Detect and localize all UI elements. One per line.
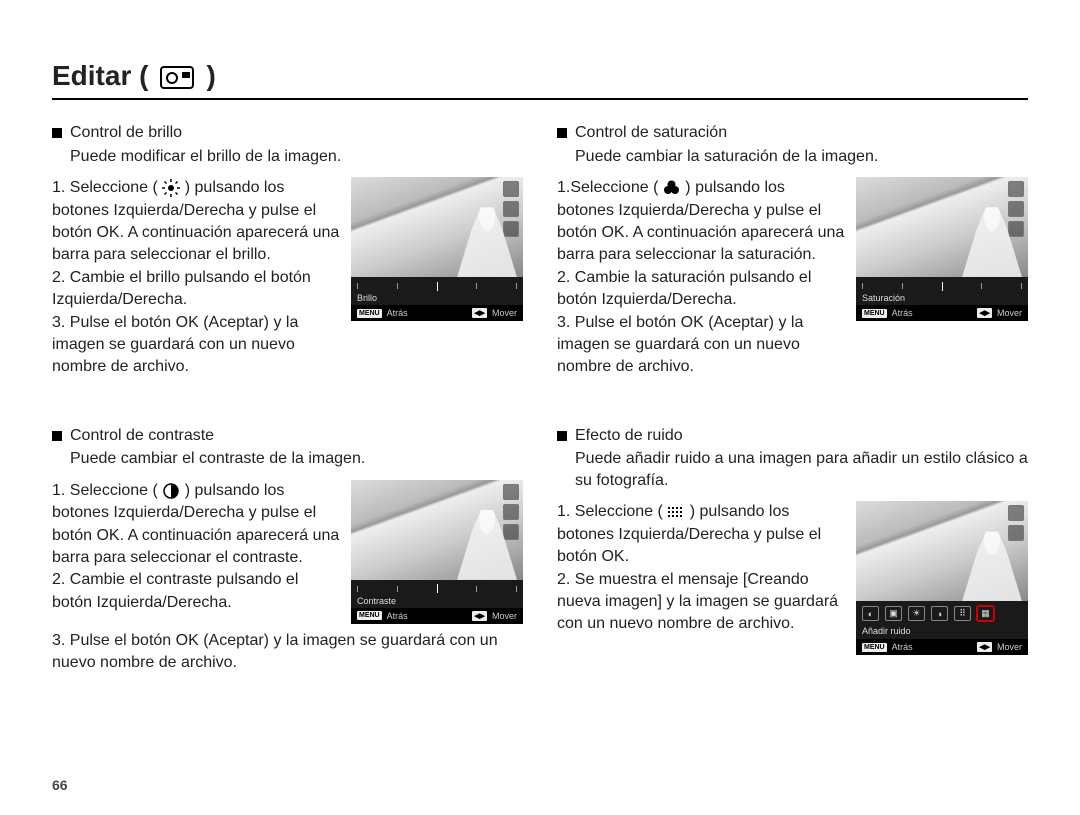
saturation-thumb-label: Saturación (862, 293, 1022, 303)
contrast-step1a: 1. Seleccione ( (52, 482, 158, 499)
bullet-icon (52, 128, 62, 138)
section-contrast: Control de contraste Puede cambiar el co… (52, 425, 523, 675)
right-column: Control de saturación Puede cambiar la s… (557, 122, 1028, 721)
palette-icon (663, 179, 681, 197)
preview-image (856, 177, 1028, 277)
section-noise: Efecto de ruido Puede añadir ruido a una… (557, 425, 1028, 656)
contrast-steps: 1. Seleccione ( ) pulsando los botones I… (52, 480, 341, 614)
brightness-steps: 1. Seleccione ( ) pulsando los botones I… (52, 177, 341, 379)
saturation-step2: 2. Cambie la saturación pulsando el botó… (557, 269, 811, 308)
noise-title: Efecto de ruido (575, 425, 683, 447)
saturation-step3: 3. Pulse el botón OK (Aceptar) y la imag… (557, 314, 803, 376)
saturation-step1a: 1.Seleccione ( (557, 179, 658, 196)
page-number: 66 (52, 777, 68, 793)
contrast-preview: Contraste MENUAtrás ◀▶Mover (351, 480, 523, 624)
brightness-title: Control de brillo (70, 122, 182, 144)
section-saturation: Control de saturación Puede cambiar la s… (557, 122, 1028, 379)
preview-image (351, 480, 523, 580)
saturation-preview: Saturación MENUAtrás ◀▶Mover (856, 177, 1028, 321)
preview-icon-row: ◐▣☀◑⠿▦ (856, 601, 1028, 626)
saturation-title: Control de saturación (575, 122, 727, 144)
noise-preview: ◐▣☀◑⠿▦ Añadir ruido MENUAtrás ◀▶Mover (856, 501, 1028, 655)
brightness-thumb-label: Brillo (357, 293, 517, 303)
noise-steps: 1. Seleccione ( ) pulsando los botones I… (557, 501, 846, 635)
sun-icon (162, 179, 180, 197)
page-title: Editar ( (52, 60, 148, 92)
bullet-icon (557, 128, 567, 138)
move-key: ◀▶ (472, 308, 487, 318)
contrast-icon (162, 482, 180, 500)
noise-subtitle: Puede añadir ruido a una imagen para aña… (575, 448, 1028, 491)
contrast-thumb-label: Contraste (357, 596, 517, 606)
contrast-step2: 2. Cambie el contraste pulsando el botón… (52, 571, 298, 610)
photo-edit-icon (160, 63, 194, 89)
noise-thumb-label: Añadir ruido (862, 626, 1022, 636)
page-title-close: ) (206, 60, 215, 92)
preview-image (351, 177, 523, 277)
contrast-step3: 3. Pulse el botón OK (Aceptar) y la imag… (52, 630, 523, 675)
contrast-subtitle: Puede cambiar el contraste de la imagen. (70, 448, 523, 470)
brightness-step3: 3. Pulse el botón OK (Aceptar) y la imag… (52, 314, 298, 376)
preview-slider-bar: Brillo (351, 277, 523, 305)
contrast-title: Control de contraste (70, 425, 214, 447)
back-label: Atrás (387, 308, 408, 318)
left-column: Control de brillo Puede modificar el bri… (52, 122, 523, 721)
brightness-subtitle: Puede modificar el brillo de la imagen. (70, 146, 523, 168)
menu-key: MENU (357, 309, 382, 318)
preview-image (856, 501, 1028, 601)
bullet-icon (557, 431, 567, 441)
noise-step1a: 1. Seleccione ( (557, 503, 663, 520)
saturation-steps: 1.Seleccione ( ) pulsando los botones Iz… (557, 177, 846, 379)
preview-slider-bar: Contraste (351, 580, 523, 608)
section-brightness: Control de brillo Puede modificar el bri… (52, 122, 523, 379)
noise-step2: 2. Se muestra el mensaje [Creando nueva … (557, 571, 838, 633)
preview-slider-bar: Saturación (856, 277, 1028, 305)
saturation-subtitle: Puede cambiar la saturación de la imagen… (575, 146, 1028, 168)
bullet-icon (52, 431, 62, 441)
brightness-step1a: 1. Seleccione ( (52, 179, 158, 196)
brightness-preview: Brillo MENU Atrás ◀▶ Mover (351, 177, 523, 321)
brightness-step2: 2. Cambie el brillo pulsando el botón Iz… (52, 269, 311, 308)
page-title-row: Editar ( ) (52, 60, 1028, 100)
move-label: Mover (492, 308, 517, 318)
noise-grid-icon (667, 503, 685, 521)
